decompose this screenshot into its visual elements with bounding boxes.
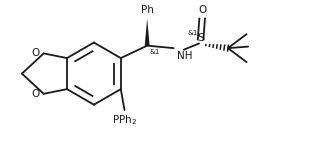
Text: O: O: [32, 48, 40, 58]
Text: NH: NH: [177, 51, 192, 61]
Text: O: O: [198, 5, 206, 15]
Text: S: S: [197, 33, 204, 43]
Polygon shape: [145, 19, 150, 46]
Text: &1: &1: [188, 30, 198, 36]
Text: O: O: [32, 89, 40, 99]
Text: PPh$_2$: PPh$_2$: [112, 113, 137, 127]
Text: &1: &1: [150, 49, 160, 55]
Text: Ph: Ph: [141, 5, 154, 15]
